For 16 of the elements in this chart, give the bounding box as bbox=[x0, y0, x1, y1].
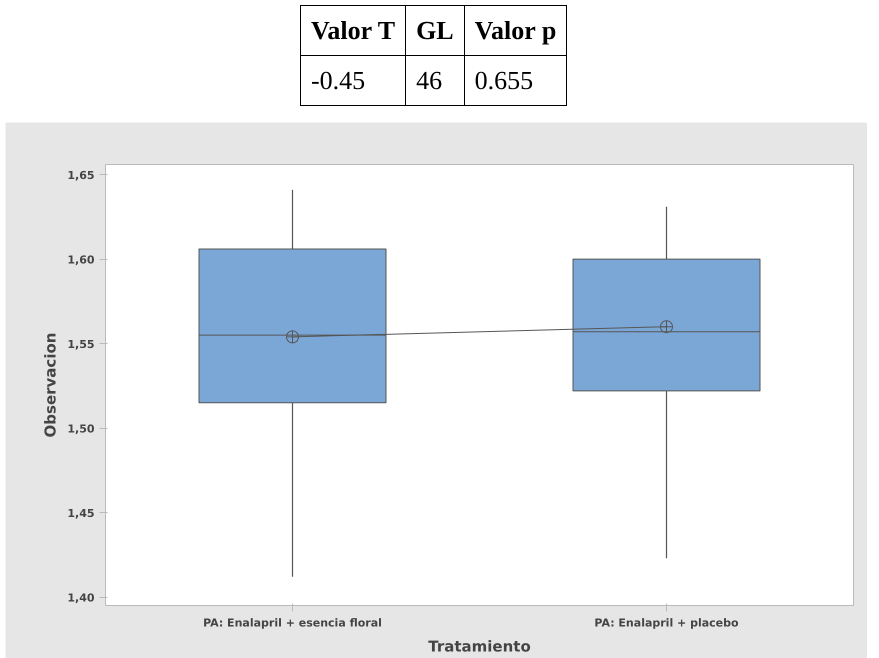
y-tick-label: 1,50 bbox=[67, 422, 95, 436]
x-axis-title: Tratamiento bbox=[428, 638, 531, 656]
y-tick-label: 1,45 bbox=[67, 507, 94, 520]
x-tick-label: PA: Enalapril + placebo bbox=[594, 616, 740, 630]
text: 46 bbox=[406, 56, 464, 106]
y-tick-label: 1,40 bbox=[67, 592, 95, 605]
y-tick-label: 1,55 bbox=[67, 338, 94, 352]
y-tick-label: 1,65 bbox=[67, 169, 94, 182]
text: GL bbox=[406, 6, 464, 56]
y-tick-label: 1,60 bbox=[67, 254, 95, 267]
text: Valor T bbox=[300, 6, 406, 56]
x-tick-label: PA: Enalapril + esencia floral bbox=[203, 616, 382, 630]
y-axis-title: Observacion bbox=[41, 332, 60, 438]
text: 0.655 bbox=[464, 56, 567, 106]
text: -0.45 bbox=[300, 56, 406, 106]
text: Valor p bbox=[464, 6, 567, 56]
